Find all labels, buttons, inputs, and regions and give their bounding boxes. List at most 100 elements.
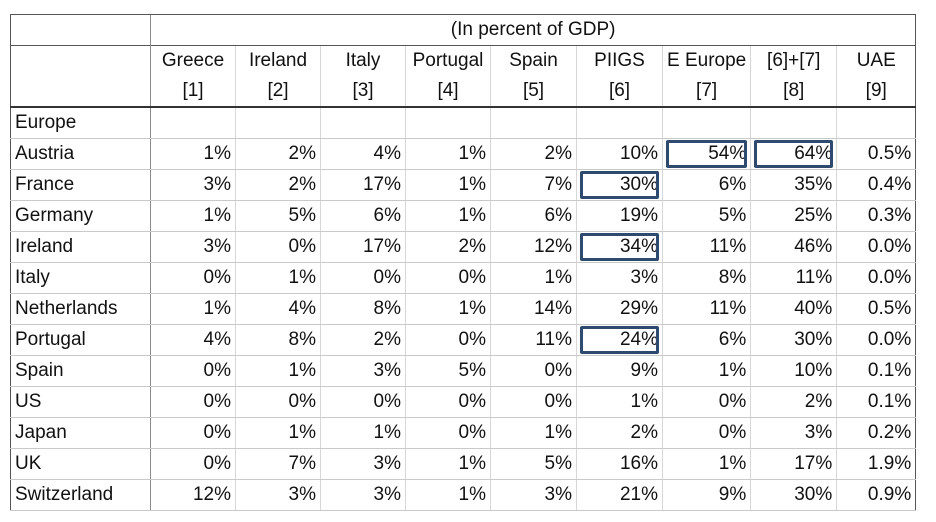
cell-value: 46% xyxy=(750,231,837,263)
cell-value: 0% xyxy=(320,262,406,294)
table-row: Switzerland 12% 3% 3% 1% 3% 21% 9% 30% 0.9% xyxy=(10,479,917,511)
cell-value: 3% xyxy=(750,417,837,449)
cell-value: 17% xyxy=(750,448,837,480)
cell-value: 0% xyxy=(150,262,236,294)
row-label: Ireland xyxy=(10,231,151,263)
cell-value: 3% xyxy=(150,231,236,263)
cell-value: 17% xyxy=(320,169,406,201)
cell-value: 6% xyxy=(490,200,577,232)
cell-value: 2% xyxy=(405,231,491,263)
cell-value: 2% xyxy=(576,417,663,449)
cell-value: 0.1% xyxy=(836,355,917,387)
column-header-e-europe: E Europe xyxy=(661,45,751,76)
cell-value: 0% xyxy=(405,262,491,294)
column-header-uae: UAE xyxy=(836,45,917,76)
cell-value: 0.4% xyxy=(836,169,917,201)
cell-value: 30% xyxy=(619,174,658,195)
cell-value: 40% xyxy=(750,293,837,325)
row-label: Italy xyxy=(10,262,151,294)
cell-value: 11% xyxy=(490,324,577,356)
cell-value: 0% xyxy=(490,386,577,418)
cell-value: 0% xyxy=(405,417,491,449)
highlighted-cell: 34% xyxy=(576,231,663,263)
row-label: Germany xyxy=(10,200,151,232)
cell-value: 25% xyxy=(750,200,837,232)
cell-value: 21% xyxy=(576,479,663,511)
column-code: [2] xyxy=(235,76,321,108)
table-row: Italy 0% 1% 0% 0% 1% 3% 8% 11% 0.0% xyxy=(10,262,917,294)
cell-value: 1% xyxy=(405,448,491,480)
cell-value: 1% xyxy=(235,262,321,294)
cell-value: 0% xyxy=(150,355,236,387)
cell-value: 24% xyxy=(619,329,658,350)
cell-value: 2% xyxy=(320,324,406,356)
column-header-greece: Greece xyxy=(150,45,236,76)
column-code: [1] xyxy=(150,76,236,108)
cell-value: 0.5% xyxy=(836,293,917,325)
table-row: Netherlands 1% 4% 8% 1% 14% 29% 11% 40% 0.5% xyxy=(10,293,917,325)
column-header-portugal: Portugal xyxy=(405,45,491,76)
cell-value: 0% xyxy=(490,355,577,387)
cell-value: 11% xyxy=(661,231,751,263)
column-header-italy: Italy xyxy=(320,45,406,76)
cell-value: 0% xyxy=(661,417,751,449)
table-row: US 0% 0% 0% 0% 0% 1% 0% 2% 0.1% xyxy=(10,386,917,418)
corner-cell xyxy=(10,14,151,46)
cell-value: 1% xyxy=(405,479,491,511)
cell-value: 0% xyxy=(405,386,491,418)
cell-value: 1% xyxy=(405,200,491,232)
cell-value: 11% xyxy=(661,293,751,325)
cell-value: 8% xyxy=(235,324,321,356)
table-row: Germany 1% 5% 6% 1% 6% 19% 5% 25% 0.3% xyxy=(10,200,917,232)
cell-value: 0% xyxy=(405,324,491,356)
cell-value: 3% xyxy=(576,262,663,294)
table-row: Ireland 3% 0% 17% 2% 12% 34% 11% 46% 0.0% xyxy=(10,231,917,263)
row-label: US xyxy=(10,386,151,418)
cell-value: 0.0% xyxy=(836,262,917,294)
column-header-spain: Spain xyxy=(490,45,577,76)
cell-value: 0.0% xyxy=(836,231,917,263)
table-row: Spain 0% 1% 3% 5% 0% 9% 1% 10% 0.1% xyxy=(10,355,917,387)
cell-value: 3% xyxy=(320,355,406,387)
cell-value: 5% xyxy=(405,355,491,387)
cell-value: 64% xyxy=(794,143,833,164)
row-label: Portugal xyxy=(10,324,151,356)
column-code: [8] xyxy=(750,76,837,108)
cell-value: 4% xyxy=(150,324,236,356)
cell-value: 4% xyxy=(235,293,321,325)
cell-value: 0.3% xyxy=(836,200,917,232)
table-body: Europe Austria 1% 2% 4% 1% 2% 10% 54% 64% 0.5% Fra… xyxy=(10,107,917,511)
highlighted-cell: 64% xyxy=(750,138,837,170)
table-title: (In percent of GDP) xyxy=(149,14,917,46)
table-row: Austria 1% 2% 4% 1% 2% 10% 54% 64% 0.5% xyxy=(10,138,917,170)
cell-value: 8% xyxy=(320,293,406,325)
row-label: Japan xyxy=(10,417,151,449)
row-label: Netherlands xyxy=(10,293,151,325)
table-row: Portugal 4% 8% 2% 0% 11% 24% 6% 30% 0.0% xyxy=(10,324,917,356)
cell-value: 14% xyxy=(490,293,577,325)
cell-value: 54% xyxy=(708,143,747,164)
column-header-piigs: PIIGS xyxy=(576,45,663,76)
cell-value: 2% xyxy=(750,386,837,418)
group-label-europe: Europe xyxy=(10,107,151,139)
cell-value: 34% xyxy=(619,236,658,257)
cell-value: 1.9% xyxy=(836,448,917,480)
cell-value: 0% xyxy=(235,231,321,263)
highlighted-cell: 54% xyxy=(661,138,751,170)
cell-value: 0% xyxy=(150,448,236,480)
cell-value: 1% xyxy=(150,200,236,232)
cell-value: 5% xyxy=(661,200,751,232)
cell-value: 5% xyxy=(235,200,321,232)
cell-value: 1% xyxy=(490,417,577,449)
cell-value: 7% xyxy=(235,448,321,480)
row-label: Austria xyxy=(10,138,151,170)
cell-value: 11% xyxy=(750,262,837,294)
table-row: UK 0% 7% 3% 1% 5% 16% 1% 17% 1.9% xyxy=(10,448,917,480)
cell-value: 10% xyxy=(750,355,837,387)
column-code: [6] xyxy=(576,76,663,108)
cell-value: 3% xyxy=(320,448,406,480)
exposure-table: (In percent of GDP) Greece Ireland Italy… xyxy=(10,14,917,511)
cell-value: 6% xyxy=(661,324,751,356)
cell-value: 3% xyxy=(235,479,321,511)
cell-value: 1% xyxy=(661,448,751,480)
